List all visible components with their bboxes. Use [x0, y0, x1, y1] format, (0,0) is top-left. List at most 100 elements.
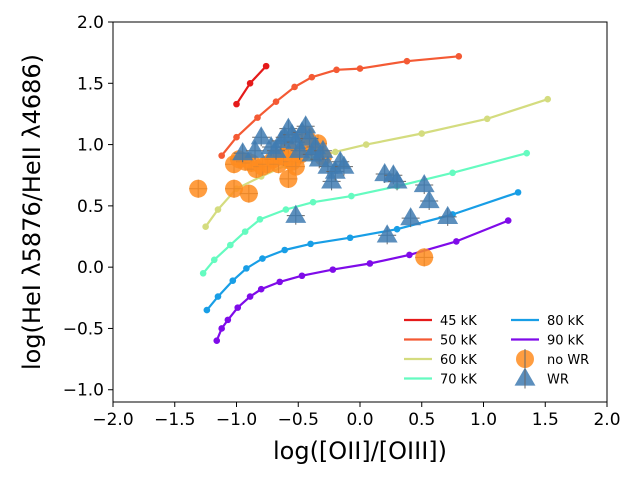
series-point-5-3 — [234, 304, 242, 311]
legend-label-1: 50 kK — [440, 334, 477, 349]
series-point-2-10 — [544, 95, 552, 103]
series-point-2-9 — [483, 115, 491, 123]
series-point-1-0 — [218, 152, 225, 159]
y-tick-label-5: 1.5 — [77, 74, 104, 94]
x-tick-label-0: −2.0 — [92, 410, 133, 430]
series-point-0-0 — [233, 100, 240, 108]
series-point-2-1 — [214, 206, 222, 213]
series-point-3-4 — [256, 216, 264, 223]
x-tick-label-4: 0.0 — [346, 410, 373, 430]
scatter-point-wr-12 — [295, 115, 317, 134]
series-point-2-7 — [362, 141, 370, 148]
legend-label-5: 90 kK — [547, 334, 584, 349]
series-point-1-4 — [291, 83, 298, 91]
scatter-point-wr-2 — [250, 126, 272, 145]
y-tick-label-4: 1.0 — [77, 136, 104, 156]
scatter-point-wr-10 — [289, 139, 310, 158]
series-point-3-6 — [309, 198, 317, 206]
y-tick-label-2: 0.0 — [77, 258, 104, 278]
series-point-1-3 — [272, 98, 280, 105]
legend-label-0: 45 kK — [440, 314, 477, 329]
series-point-5-8 — [329, 266, 337, 273]
series-point-4-5 — [281, 246, 288, 254]
series-point-1-9 — [455, 53, 463, 60]
series-point-4-2 — [229, 277, 237, 284]
series-point-5-9 — [366, 260, 374, 267]
series-point-2-6 — [332, 148, 339, 156]
scatter-point-wr-28 — [418, 189, 440, 209]
plot-area — [189, 53, 552, 345]
series-point-4-3 — [243, 265, 250, 272]
scatter-point-wr-4 — [265, 139, 287, 158]
scatter-point-no-wr-2 — [239, 184, 258, 203]
y-axis-label: log(HeI λ5876/HeII λ4686) — [18, 54, 46, 370]
series-point-1-1 — [233, 133, 240, 141]
scatter-point-no-wr-0 — [189, 179, 208, 198]
series-point-3-3 — [241, 228, 249, 235]
x-tick-label-1: −1.5 — [154, 410, 195, 430]
series-point-0-2 — [262, 62, 270, 70]
series-line-1 — [220, 55, 459, 157]
series-point-3-9 — [449, 169, 456, 177]
series-point-1-6 — [333, 66, 340, 74]
series-point-5-5 — [257, 285, 265, 293]
series-point-3-1 — [210, 256, 218, 264]
y-tick-label-3: 0.5 — [77, 197, 104, 217]
series-point-3-10 — [523, 149, 531, 157]
series-point-4-4 — [259, 255, 266, 262]
y-tick-label-1: −0.5 — [63, 319, 104, 339]
series-point-4-1 — [214, 293, 222, 300]
y-tick-label-0: −1.0 — [63, 381, 104, 401]
series-point-4-8 — [393, 225, 401, 233]
series-point-2-0 — [202, 223, 209, 231]
series-point-5-7 — [298, 272, 306, 280]
scatter-point-wr-19 — [321, 170, 343, 189]
series-point-1-8 — [403, 57, 411, 65]
axis-ticks: −2.0 −1.5 −1.0 −0.5 0.0 0.5 1.0 1.5 2.0 −1.0 −0.5 0… — [63, 13, 621, 430]
x-axis-label: log([OII]/[OIII]) — [273, 437, 447, 465]
scatter-point-no-wr-22 — [415, 248, 434, 267]
series-point-0-1 — [246, 79, 254, 87]
series-point-3-0 — [199, 269, 207, 277]
legend-label-4: 80 kK — [547, 314, 584, 329]
series-point-1-2 — [254, 114, 261, 121]
legend-label-3: 70 kK — [440, 373, 477, 388]
series-point-5-2 — [224, 316, 232, 324]
x-tick-label-6: 1.0 — [470, 410, 497, 430]
series-point-3-5 — [282, 206, 290, 213]
series-point-1-7 — [356, 65, 364, 72]
scatter-point-no-wr-1 — [225, 179, 244, 198]
legend: 45 kK 50 kK 60 kK 70 kK 80 kK 90 kK no WR WR — [404, 314, 589, 389]
series-point-3-2 — [227, 241, 234, 249]
series-point-5-10 — [406, 251, 413, 259]
x-tick-label-7: 1.5 — [532, 410, 559, 430]
y-tick-label-6: 2.0 — [77, 13, 104, 33]
scatter-point-wr-31 — [437, 205, 459, 225]
x-tick-label-8: 2.0 — [593, 410, 620, 430]
scatter-point-wr-27 — [413, 174, 435, 193]
x-tick-label-5: 0.5 — [408, 410, 435, 430]
series-point-5-4 — [246, 293, 254, 300]
series-point-5-12 — [504, 217, 512, 224]
scatter-point-wr-30 — [400, 207, 422, 226]
scatter-point-wr-29 — [376, 224, 398, 243]
series-point-4-10 — [514, 189, 522, 196]
scatter-point-wr-23 — [285, 204, 307, 223]
series-point-5-6 — [276, 278, 284, 286]
series-point-4-7 — [346, 234, 354, 242]
series-point-5-0 — [213, 337, 221, 345]
scatter-point-wr-1 — [244, 139, 266, 158]
legend-label-2: 60 kK — [440, 353, 477, 368]
series-point-5-11 — [453, 238, 460, 245]
series-point-3-7 — [348, 192, 355, 200]
x-tick-label-2: −1.0 — [216, 410, 257, 430]
series-point-1-5 — [308, 73, 316, 81]
series-point-5-1 — [218, 325, 225, 332]
scatter-point-wr-17 — [312, 139, 334, 158]
scatter-point-wr-22 — [333, 155, 355, 174]
x-tick-label-3: −0.5 — [278, 410, 319, 430]
scatter-point-wr-26 — [386, 170, 408, 189]
scatter-point-wr-20 — [324, 160, 346, 179]
